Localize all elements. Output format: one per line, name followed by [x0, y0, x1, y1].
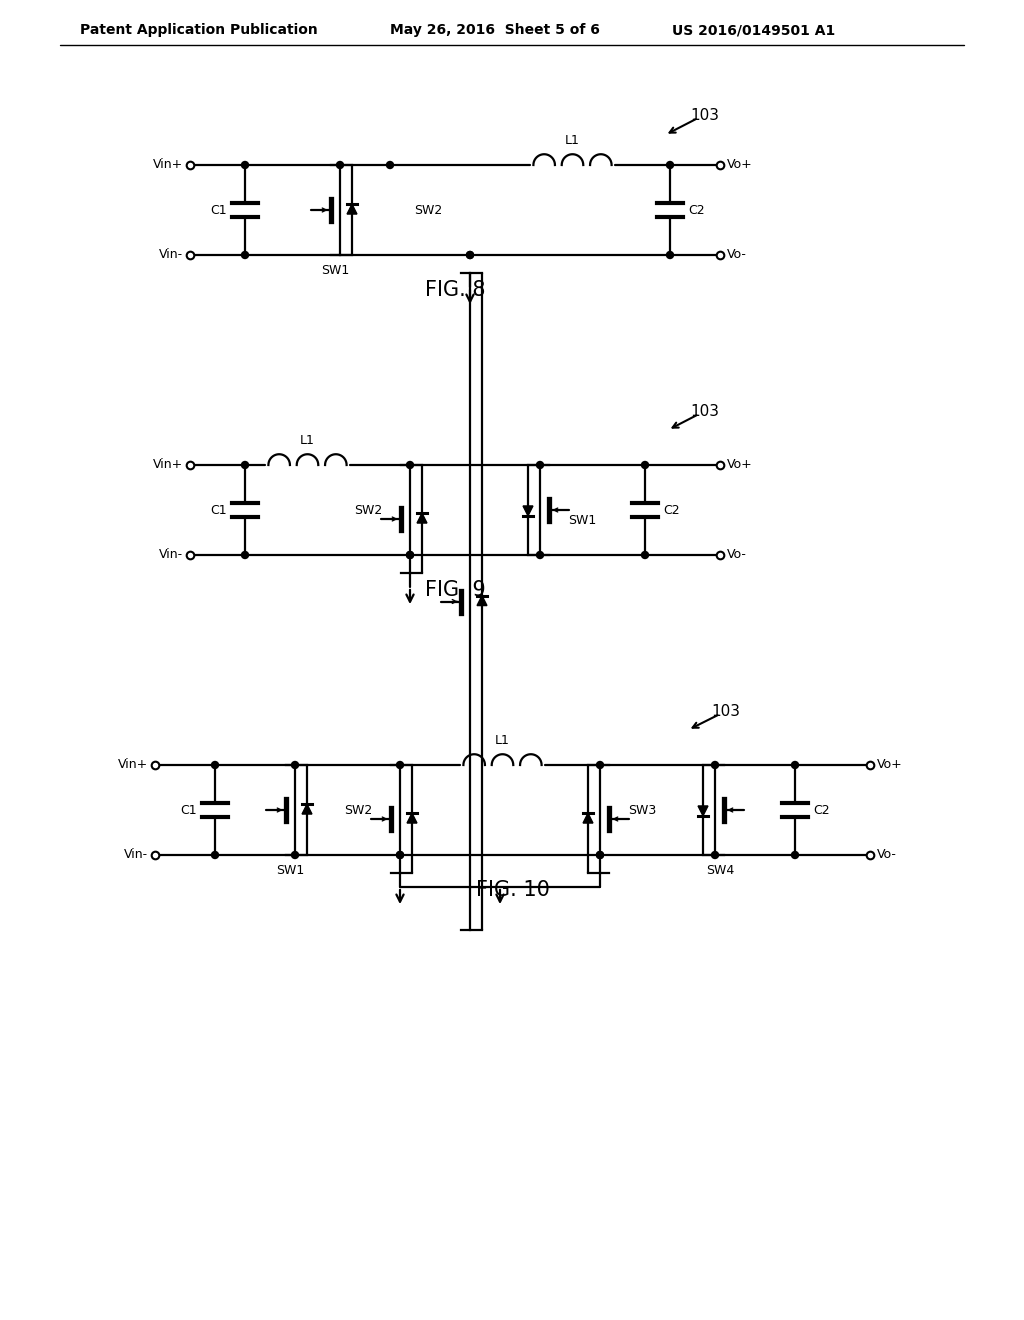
- Text: SW4: SW4: [706, 865, 734, 876]
- Circle shape: [407, 552, 414, 558]
- Circle shape: [597, 851, 603, 858]
- Polygon shape: [347, 205, 357, 214]
- Text: Vin-: Vin-: [159, 549, 183, 561]
- Text: Vo+: Vo+: [727, 158, 753, 172]
- Circle shape: [712, 851, 719, 858]
- Circle shape: [667, 252, 674, 259]
- Circle shape: [242, 161, 249, 169]
- Circle shape: [641, 552, 648, 558]
- Polygon shape: [477, 595, 487, 606]
- Circle shape: [537, 462, 544, 469]
- Text: Vo+: Vo+: [727, 458, 753, 471]
- Polygon shape: [583, 813, 593, 824]
- Circle shape: [641, 462, 648, 469]
- Text: SW1: SW1: [568, 513, 596, 527]
- Text: SW3: SW3: [628, 804, 656, 817]
- Text: FIG. 10: FIG. 10: [475, 880, 550, 900]
- Circle shape: [792, 851, 799, 858]
- Circle shape: [396, 851, 403, 858]
- Circle shape: [212, 851, 218, 858]
- Polygon shape: [698, 807, 708, 816]
- Text: FIG. 8: FIG. 8: [425, 280, 485, 300]
- Circle shape: [242, 462, 249, 469]
- Polygon shape: [302, 804, 312, 814]
- Text: C1: C1: [210, 503, 227, 516]
- Text: Patent Application Publication: Patent Application Publication: [80, 22, 317, 37]
- Circle shape: [407, 462, 414, 469]
- Text: FIG. 9: FIG. 9: [425, 579, 485, 601]
- Circle shape: [597, 851, 603, 858]
- Circle shape: [292, 762, 299, 768]
- Circle shape: [537, 552, 544, 558]
- Text: 103: 103: [712, 705, 740, 719]
- Text: C2: C2: [688, 203, 705, 216]
- Circle shape: [212, 762, 218, 768]
- Text: C2: C2: [663, 503, 680, 516]
- Text: SW1: SW1: [321, 264, 349, 277]
- Text: SW1: SW1: [275, 865, 304, 876]
- Circle shape: [792, 762, 799, 768]
- Text: Vin+: Vin+: [153, 458, 183, 471]
- Circle shape: [597, 762, 603, 768]
- Polygon shape: [523, 506, 532, 516]
- Text: 103: 103: [690, 404, 720, 420]
- Circle shape: [467, 252, 473, 259]
- Circle shape: [337, 161, 343, 169]
- Polygon shape: [408, 813, 417, 824]
- Circle shape: [396, 851, 403, 858]
- Text: 103: 103: [690, 107, 720, 123]
- Text: C2: C2: [813, 804, 829, 817]
- Circle shape: [396, 762, 403, 768]
- Circle shape: [467, 252, 473, 259]
- Circle shape: [292, 851, 299, 858]
- Circle shape: [242, 252, 249, 259]
- Text: SW2: SW2: [344, 804, 372, 817]
- Text: L1: L1: [300, 434, 315, 447]
- Text: Vo-: Vo-: [877, 849, 897, 862]
- Circle shape: [242, 552, 249, 558]
- Text: C1: C1: [210, 203, 227, 216]
- Text: Vin-: Vin-: [159, 248, 183, 261]
- Text: Vin-: Vin-: [124, 849, 148, 862]
- Text: SW2: SW2: [353, 503, 382, 516]
- Text: Vo-: Vo-: [727, 248, 746, 261]
- Text: SW2: SW2: [414, 203, 442, 216]
- Text: Vo-: Vo-: [727, 549, 746, 561]
- Text: Vin+: Vin+: [118, 759, 148, 771]
- Circle shape: [667, 161, 674, 169]
- Circle shape: [386, 161, 393, 169]
- Text: Vo+: Vo+: [877, 759, 903, 771]
- Text: L1: L1: [495, 734, 510, 747]
- Text: C1: C1: [180, 804, 197, 817]
- Text: May 26, 2016  Sheet 5 of 6: May 26, 2016 Sheet 5 of 6: [390, 22, 600, 37]
- Text: Vin+: Vin+: [153, 158, 183, 172]
- Text: US 2016/0149501 A1: US 2016/0149501 A1: [672, 22, 836, 37]
- Circle shape: [712, 762, 719, 768]
- Text: L1: L1: [565, 135, 580, 148]
- Polygon shape: [417, 513, 427, 523]
- Circle shape: [407, 552, 414, 558]
